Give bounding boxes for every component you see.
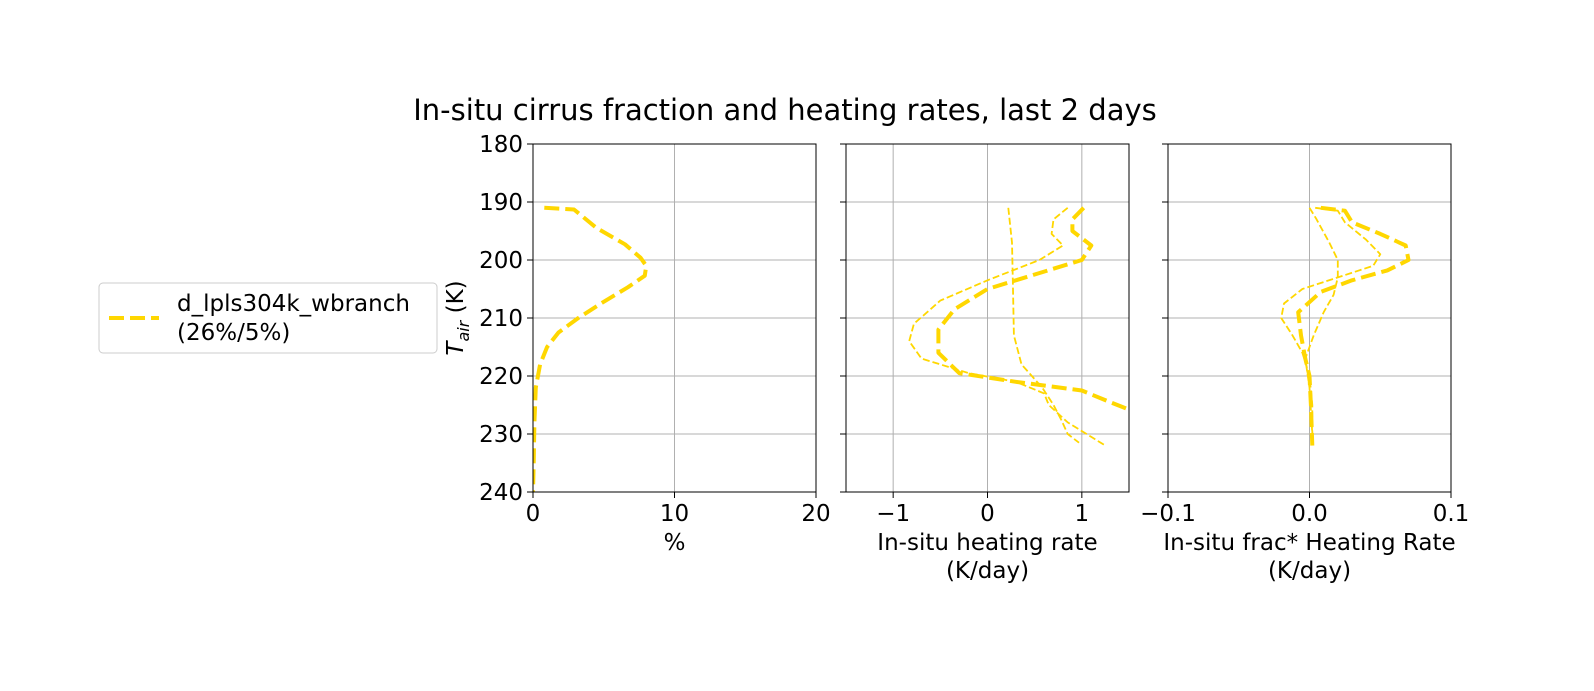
y-tick-label: 230 xyxy=(479,422,523,448)
legend: d_lpls304k_wbranch (26%/5%) xyxy=(98,282,438,354)
y-tick-label: 240 xyxy=(479,480,523,506)
y-tick-label: 220 xyxy=(479,364,523,390)
series-line-1 xyxy=(533,205,649,492)
series-line-2 xyxy=(1007,207,1080,444)
x-axis-label: In-situ frac* Heating Rate xyxy=(1163,530,1455,556)
legend-label-stats: (26%/5%) xyxy=(177,320,290,346)
y-tick-label: 180 xyxy=(479,132,523,158)
x-axis-label: In-situ heating rate xyxy=(877,530,1097,556)
x-tick-label: 0.1 xyxy=(1433,501,1470,527)
y-axis-label-symbol: T xyxy=(443,340,469,356)
x-tick-label: 20 xyxy=(801,501,830,527)
subplot-2: −1 0 1 In-situ heating rate(K/day) xyxy=(840,143,1130,584)
x-tick-label: 0 xyxy=(526,501,541,527)
x-tick-label: −0.1 xyxy=(1140,501,1196,527)
series-line-1 xyxy=(936,206,1129,412)
y-tick-label: 210 xyxy=(479,306,523,332)
y-axis-label: Tair (K) xyxy=(443,280,473,355)
legend-box xyxy=(98,282,438,354)
x-axis-label: (K/day) xyxy=(1268,558,1351,584)
series-line-3 xyxy=(1304,207,1339,435)
series-line-3 xyxy=(908,207,1106,447)
series-line-1 xyxy=(1296,205,1411,446)
x-tick-label: −1 xyxy=(876,501,910,527)
subplots: 0 10 20 180 190 200 210 220 230 240% Tair (K) −1 0 1 I… xyxy=(443,132,1469,584)
subplot-1: 0 10 20 180 190 200 210 220 230 240% Tair (K) xyxy=(443,132,831,556)
legend-label-name: d_lpls304k_wbranch xyxy=(177,291,410,317)
y-axis-label-unit: (K) xyxy=(443,280,469,320)
y-axis-label-subscript: air xyxy=(454,319,473,341)
x-tick-label: 1 xyxy=(1075,501,1090,527)
y-tick-label: 200 xyxy=(479,248,523,274)
x-tick-label: 0.0 xyxy=(1291,501,1328,527)
x-tick-label: 10 xyxy=(660,501,689,527)
series-line-2 xyxy=(1280,206,1382,440)
subplot-3: −0.1 0.0 0.1 In-situ frac* Heating Rate(K/d… xyxy=(1140,143,1470,584)
figure-title: In-situ cirrus fraction and heating rate… xyxy=(413,93,1157,127)
x-axis-label: (K/day) xyxy=(946,558,1029,584)
y-tick-label: 190 xyxy=(479,190,523,216)
x-axis-label: % xyxy=(664,530,686,556)
x-tick-label: 0 xyxy=(980,501,995,527)
